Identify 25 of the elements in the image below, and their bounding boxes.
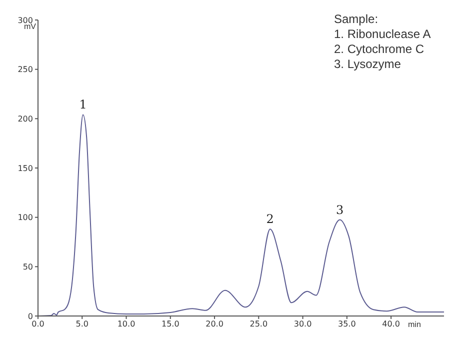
y-axis-title: mV <box>24 22 36 31</box>
x-tick-label: 20.0 <box>206 320 224 329</box>
x-tick-label: 15.0 <box>161 320 180 329</box>
annotation: 3 <box>336 202 344 217</box>
x-tick-label: 10.0 <box>117 320 136 329</box>
y-tick-label: 100 <box>18 213 33 222</box>
x-tick-label: 35.0 <box>338 320 356 329</box>
y-tick-label: 150 <box>18 164 33 173</box>
annotation: 3. Lysozyme <box>334 57 402 72</box>
y-tick-label: 250 <box>18 65 33 74</box>
y-tick-label: 300 <box>18 16 33 25</box>
x-tick-label: 30.0 <box>294 320 312 329</box>
x-tick-label: 25.0 <box>250 320 268 329</box>
x-axis-title: min <box>408 320 421 329</box>
annotation: 1. Ribonuclease A <box>334 27 431 42</box>
y-tick-label: 50 <box>22 262 33 272</box>
annotation: 2 <box>266 212 274 226</box>
y-tick-label: 0 <box>28 312 33 321</box>
x-tick-label: 0.0 <box>32 320 44 329</box>
annotation: Sample: <box>334 12 380 27</box>
x-tick-label: 40.0 <box>382 320 400 329</box>
annotation: 1 <box>79 98 87 112</box>
y-tick-label: 200 <box>18 114 33 124</box>
x-tick-label: 5.0 <box>76 320 88 329</box>
annotation: 2. Cytochrome C <box>334 42 426 57</box>
